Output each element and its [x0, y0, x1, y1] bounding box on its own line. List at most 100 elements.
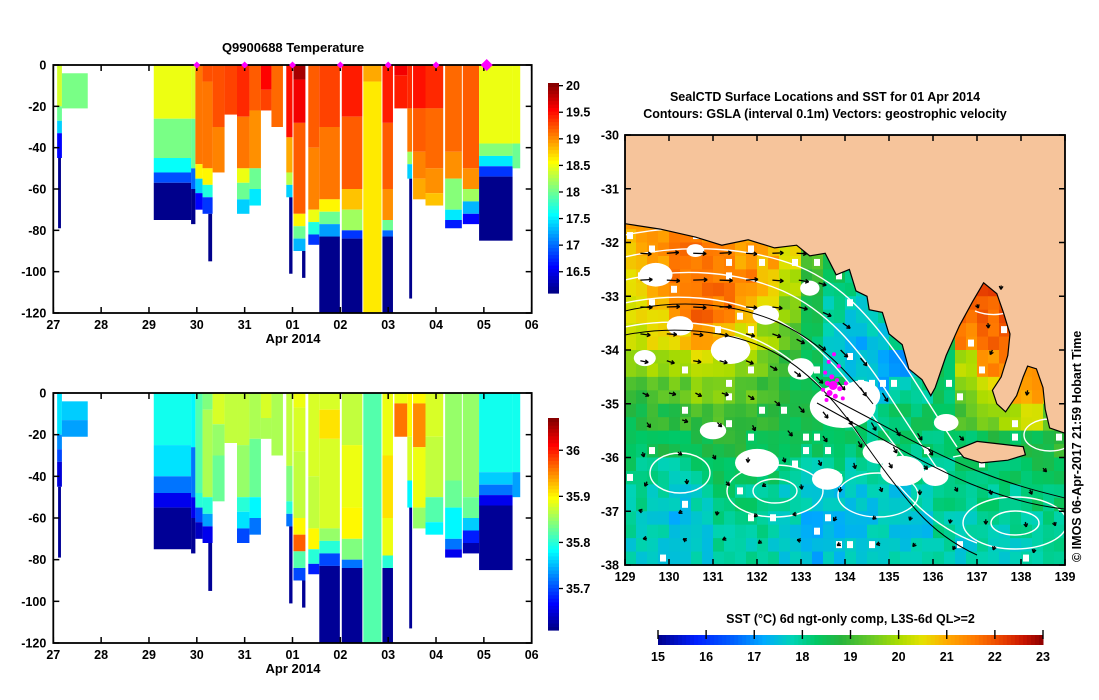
svg-text:-60: -60 [28, 183, 46, 197]
temperature-plot: 27 28 29 30 31 01 02 03 04 05 06 0 -20 -40 -60 -80 -100 -… [21, 59, 590, 333]
svg-text:29: 29 [142, 648, 156, 662]
sst-colorbar-title: SST (°C) 6d ngt-only comp, L3S-6d QL>=2 [726, 612, 975, 626]
svg-text:129: 129 [615, 570, 636, 584]
svg-text:135: 135 [879, 570, 900, 584]
svg-text:137: 137 [967, 570, 988, 584]
svg-text:-37: -37 [601, 505, 619, 519]
svg-text:23: 23 [1036, 650, 1050, 664]
svg-text:17: 17 [566, 239, 580, 253]
salinity-xaxis-label: Apr 2014 [265, 661, 321, 676]
svg-text:16.5: 16.5 [566, 265, 590, 279]
salinity-colorbar: 36 35.9 35.8 35.7 [548, 418, 590, 631]
svg-text:04: 04 [429, 318, 443, 332]
svg-text:-40: -40 [28, 470, 46, 484]
svg-text:16: 16 [699, 650, 713, 664]
map-title-line1: SealCTD Surface Locations and SST for 01… [669, 90, 981, 104]
sst-colorbar: 15 16 17 18 19 20 21 22 23 [651, 630, 1050, 664]
svg-text:01: 01 [286, 318, 300, 332]
svg-text:03: 03 [381, 648, 395, 662]
svg-text:-32: -32 [601, 236, 619, 250]
svg-text:19: 19 [566, 132, 580, 146]
svg-text:35.9: 35.9 [566, 490, 590, 504]
svg-text:138: 138 [1011, 570, 1032, 584]
svg-text:-80: -80 [28, 224, 46, 238]
svg-text:130: 130 [659, 570, 680, 584]
svg-text:22: 22 [988, 650, 1002, 664]
salinity-heatmap [57, 393, 521, 643]
svg-text:02: 02 [333, 318, 347, 332]
svg-text:-60: -60 [28, 512, 46, 526]
svg-text:-80: -80 [28, 553, 46, 567]
svg-text:35.7: 35.7 [566, 582, 590, 596]
svg-text:27: 27 [46, 318, 60, 332]
map-axes: 129 130 131 132 133 134 135 136 137 138 139 -30 -31 -… [601, 129, 1076, 585]
svg-text:-120: -120 [21, 307, 46, 321]
svg-text:15: 15 [651, 650, 665, 664]
svg-text:06: 06 [525, 318, 539, 332]
map-inner [625, 135, 1065, 565]
svg-text:04: 04 [429, 648, 443, 662]
svg-text:36: 36 [566, 444, 580, 458]
svg-text:30: 30 [190, 648, 204, 662]
svg-text:-100: -100 [21, 265, 46, 279]
map-land [625, 135, 1065, 464]
svg-text:136: 136 [923, 570, 944, 584]
svg-text:-20: -20 [28, 100, 46, 114]
svg-text:02: 02 [333, 648, 347, 662]
svg-text:132: 132 [747, 570, 768, 584]
svg-text:17: 17 [747, 650, 761, 664]
svg-text:-20: -20 [28, 428, 46, 442]
svg-text:-35: -35 [601, 397, 619, 411]
svg-text:0: 0 [39, 387, 46, 401]
svg-text:18: 18 [795, 650, 809, 664]
temperature-colorbar: 16.5 17 17.5 18 18.5 19 19.5 20 [548, 79, 590, 294]
svg-text:0: 0 [39, 59, 46, 73]
svg-text:03: 03 [381, 318, 395, 332]
svg-text:134: 134 [835, 570, 856, 584]
svg-text:06: 06 [525, 648, 539, 662]
svg-text:17.5: 17.5 [566, 212, 590, 226]
svg-text:28: 28 [94, 648, 108, 662]
svg-text:133: 133 [791, 570, 812, 584]
svg-text:19.5: 19.5 [566, 106, 590, 120]
salinity-axes: 27 28 29 30 31 01 02 03 04 05 06 0 -20 -40 -60 -80 -100 -… [21, 387, 538, 663]
svg-text:-38: -38 [601, 559, 619, 573]
svg-text:01: 01 [286, 648, 300, 662]
svg-text:30: 30 [190, 318, 204, 332]
svg-text:21: 21 [940, 650, 954, 664]
svg-text:28: 28 [94, 318, 108, 332]
map-seal-markers [821, 352, 848, 402]
temperature-axes: 27 28 29 30 31 01 02 03 04 05 06 0 -20 -40 -60 -80 -100 -… [21, 59, 538, 333]
svg-text:-31: -31 [601, 182, 619, 196]
svg-text:-100: -100 [21, 595, 46, 609]
temperature-xaxis-label: Apr 2014 [265, 331, 321, 346]
temperature-surface-markers [193, 59, 493, 71]
svg-text:35.8: 35.8 [566, 536, 590, 550]
svg-text:131: 131 [703, 570, 724, 584]
map-title-line2: Contours: GSLA (interval 0.1m) Vectors: … [643, 107, 1007, 121]
svg-text:-40: -40 [28, 141, 46, 155]
svg-text:-30: -30 [601, 129, 619, 143]
svg-text:27: 27 [46, 648, 60, 662]
svg-text:19: 19 [844, 650, 858, 664]
svg-text:05: 05 [477, 648, 491, 662]
sst-map: 129 130 131 132 133 134 135 136 137 138 139 -30 -31 -… [601, 129, 1076, 665]
svg-text:20: 20 [566, 79, 580, 93]
temperature-heatmap [57, 65, 521, 314]
temperature-plot-title: Q9900688 Temperature [221, 40, 365, 55]
svg-text:05: 05 [477, 318, 491, 332]
svg-text:-34: -34 [601, 344, 619, 358]
svg-text:31: 31 [238, 648, 252, 662]
svg-text:18.5: 18.5 [566, 159, 590, 173]
svg-text:139: 139 [1055, 570, 1076, 584]
svg-text:-120: -120 [21, 637, 46, 651]
svg-text:29: 29 [142, 318, 156, 332]
salinity-plot: 27 28 29 30 31 01 02 03 04 05 06 0 -20 -40 -60 -80 -100 -… [21, 387, 590, 663]
svg-text:-33: -33 [601, 290, 619, 304]
svg-text:-36: -36 [601, 451, 619, 465]
svg-text:31: 31 [238, 318, 252, 332]
map-credit-text: © IMOS 06-Apr-2017 21:59 Hobart Time [1070, 330, 1084, 562]
svg-text:18: 18 [566, 185, 580, 199]
